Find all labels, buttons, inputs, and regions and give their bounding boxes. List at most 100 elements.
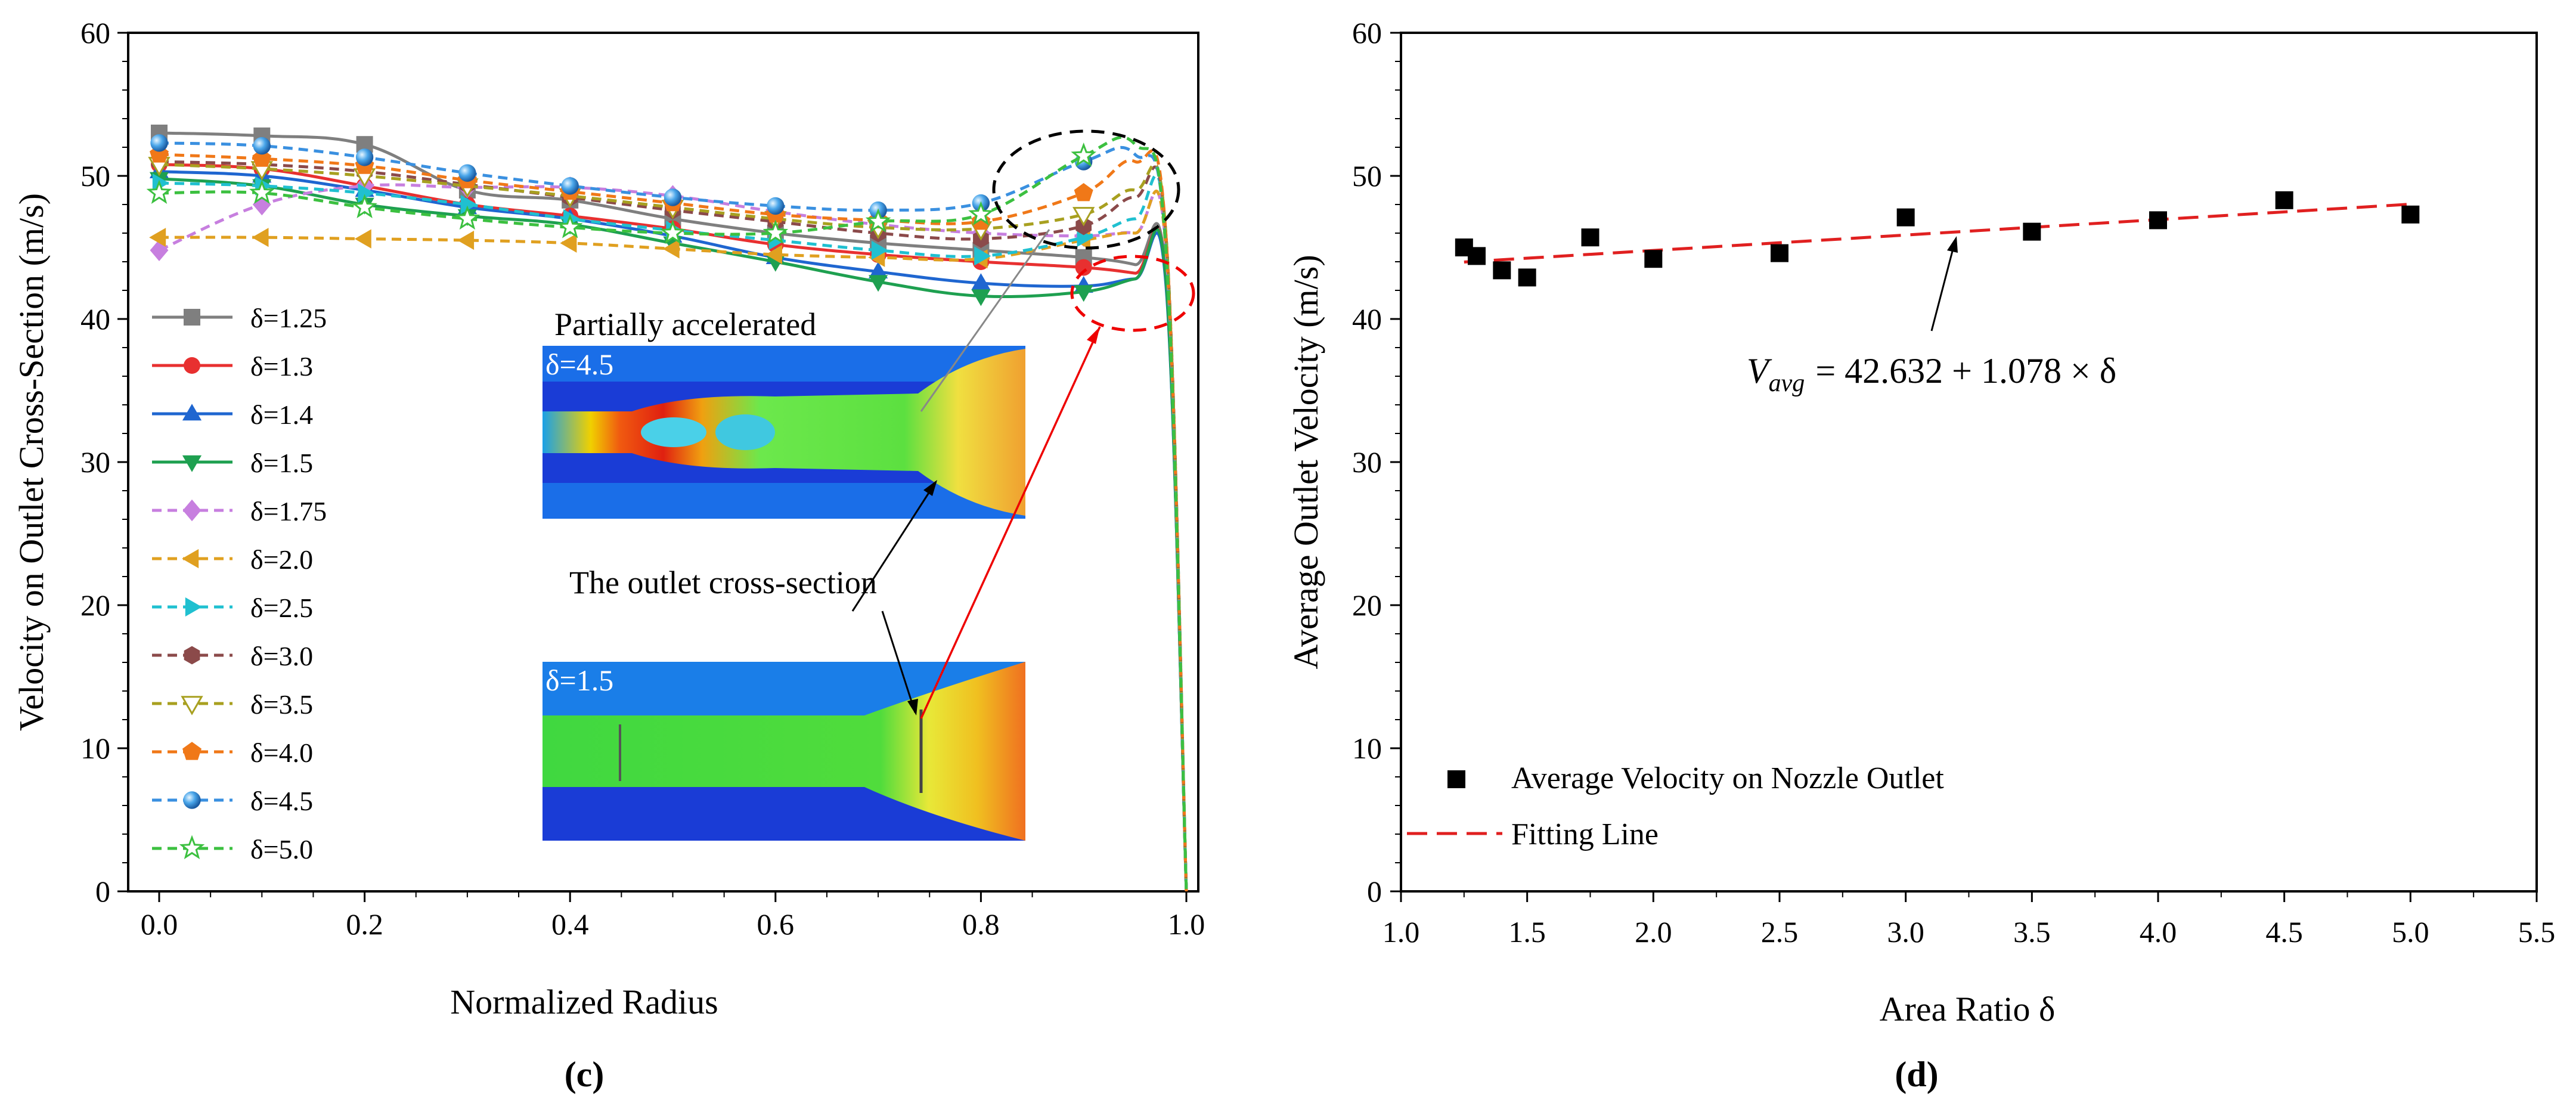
- y-tick-label: 20: [80, 588, 110, 622]
- legend-marker: [182, 455, 202, 472]
- data-point: [561, 177, 579, 195]
- x-tick-label: 0.2: [346, 907, 383, 941]
- legend-label: δ=1.5: [250, 448, 313, 478]
- y-tick-label: 30: [80, 445, 110, 479]
- highlight-ellipse-black: [992, 129, 1180, 250]
- arrow-outlet-red-head: [1087, 327, 1100, 344]
- data-point: [150, 134, 168, 152]
- scatter-point: [1644, 250, 1663, 268]
- x-tick-label: 4.5: [2265, 915, 2303, 949]
- x-tick-label: 3.0: [1887, 915, 1924, 949]
- data-point: [460, 194, 478, 215]
- legend-label: δ=3.5: [250, 689, 313, 720]
- panel-c-ylabel: Velocity on Outlet Cross-Section (m/s): [12, 193, 51, 731]
- equation-subscript: avg: [1769, 370, 1805, 397]
- legend-item: δ=4.0: [152, 738, 313, 768]
- data-point: [865, 208, 891, 233]
- scatter-point: [1518, 268, 1536, 287]
- series-δ=5.0: [146, 135, 1188, 891]
- legend-label: δ=4.0: [250, 738, 313, 768]
- scatter-point: [1771, 244, 1788, 262]
- legend-label: δ=2.0: [250, 544, 313, 575]
- legend-item: δ=1.3: [152, 351, 313, 382]
- legend-item: δ=5.0: [152, 834, 313, 865]
- y-tick-label: 60: [1352, 16, 1382, 49]
- equation-arrow: [1930, 239, 1957, 331]
- data-point: [150, 239, 169, 261]
- legend-marker: [181, 696, 203, 715]
- legend-item: δ=1.4: [152, 399, 313, 430]
- data-point: [352, 194, 377, 218]
- x-tick-label: 4.0: [2140, 915, 2177, 949]
- data-point: [149, 228, 166, 247]
- legend-marker: [184, 309, 200, 326]
- y-tick-label: 50: [80, 159, 110, 193]
- legend-marker: [184, 646, 200, 665]
- legend-item: δ=4.5: [152, 786, 313, 816]
- inset-bottom-label: δ=1.5: [545, 664, 613, 697]
- scatter-point: [2023, 222, 2041, 241]
- arrow-outlet-red: [920, 326, 1101, 719]
- legend-marker: [179, 835, 205, 860]
- data-point: [253, 137, 271, 155]
- y-tick-label: 60: [80, 16, 110, 49]
- legend-item: δ=3.0: [152, 641, 313, 671]
- data-point: [560, 233, 577, 253]
- label-partially-accelerated: Partially accelerated: [554, 306, 816, 342]
- legend-label: δ=1.75: [250, 496, 327, 526]
- legend-points-label: Average Velocity on Nozzle Outlet: [1511, 761, 1944, 795]
- scatter-point: [2401, 205, 2420, 224]
- panel-d: 1.0 1.5 2.0 2.5 3.0 3.5 4.0 4.5 5.0 5.5 0 10 20 30 40 5…: [1287, 16, 2555, 1094]
- data-point: [252, 148, 272, 167]
- data-point: [767, 197, 785, 215]
- legend-marker: [182, 404, 202, 421]
- legend-marker: [185, 597, 202, 617]
- data-point: [1072, 207, 1095, 227]
- data-point: [252, 228, 269, 247]
- panel-c-ticks: 0.0 0.2 0.4 0.6 0.8 1.0 0 10 20 30 40 50 60: [80, 16, 1205, 941]
- legend-fit-label: Fitting Line: [1511, 817, 1659, 851]
- x-tick-label: 0.4: [551, 907, 589, 941]
- inset-contour-delta-4-5: δ=4.5: [543, 346, 1025, 519]
- inset-contour-delta-1-5: δ=1.5: [543, 662, 1025, 841]
- data-point: [660, 219, 686, 244]
- x-tick-label: 3.5: [2013, 915, 2051, 949]
- data-point: [457, 230, 475, 250]
- legend-item: δ=1.25: [152, 303, 327, 333]
- fit-equation: Vavg = 42.632 + 1.078 × δ: [1747, 351, 2116, 397]
- scatter-point: [1493, 261, 1511, 280]
- legend-label: δ=3.0: [250, 641, 313, 671]
- x-tick-label: 5.0: [2392, 915, 2429, 949]
- scatter-point: [2275, 191, 2293, 209]
- fitting-line-group: [1464, 202, 2411, 264]
- data-point: [869, 275, 888, 292]
- y-tick-label: 40: [1352, 302, 1382, 336]
- highlight-ellipse-red: [1070, 255, 1195, 332]
- data-point: [146, 179, 172, 204]
- legend-marker: [184, 357, 200, 374]
- scatter-point: [1581, 228, 1599, 247]
- data-point: [871, 240, 888, 260]
- fitting-line: [1464, 202, 2411, 264]
- data-point: [664, 188, 682, 206]
- inset-top-label: δ=4.5: [545, 348, 613, 381]
- legend-label: δ=1.3: [250, 351, 313, 382]
- y-tick-label: 50: [1352, 159, 1382, 193]
- y-tick-label: 20: [1352, 588, 1382, 622]
- legend-item: δ=2.0: [152, 544, 313, 575]
- panel-d-label: (d): [1895, 1055, 1938, 1094]
- y-tick-label: 10: [80, 732, 110, 765]
- arrow-outlet-top: [851, 481, 937, 612]
- x-tick-label: 5.5: [2518, 915, 2556, 949]
- panel-d-points: [1455, 191, 2420, 287]
- data-point: [974, 246, 991, 266]
- label-outlet-cross-section: The outlet cross-section: [569, 565, 877, 600]
- data-point: [968, 201, 994, 225]
- arrow-outlet-top-head: [923, 480, 937, 496]
- y-tick-label: 40: [80, 302, 110, 336]
- series-line: [158, 183, 1188, 891]
- data-point: [458, 164, 476, 182]
- legend-marker: [182, 742, 202, 760]
- x-tick-label: 2.5: [1761, 915, 1799, 949]
